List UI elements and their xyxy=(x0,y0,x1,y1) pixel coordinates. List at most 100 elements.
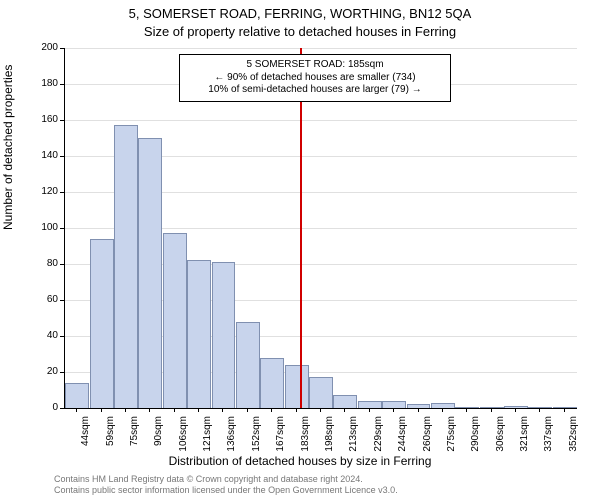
x-tick-label: 213sqm xyxy=(348,416,359,466)
histogram-bar xyxy=(138,138,162,408)
x-tick-label: 306sqm xyxy=(495,416,506,466)
histogram-bar xyxy=(114,125,138,408)
y-tick-label: 20 xyxy=(34,366,58,377)
x-tick xyxy=(491,408,492,412)
annotation-line: 10% of semi-detached houses are larger (… xyxy=(186,84,444,97)
x-tick-label: 90sqm xyxy=(153,416,164,466)
annotation-line: ← 90% of detached houses are smaller (73… xyxy=(186,72,444,85)
histogram-bar xyxy=(504,406,528,408)
y-tick xyxy=(60,48,64,49)
histogram-bar xyxy=(528,407,552,408)
x-tick xyxy=(393,408,394,412)
y-tick-label: 60 xyxy=(34,294,58,305)
annotation-box: 5 SOMERSET ROAD: 185sqm ← 90% of detache… xyxy=(179,54,451,102)
attribution-line: Contains HM Land Registry data © Crown c… xyxy=(54,474,590,485)
x-tick-label: 59sqm xyxy=(105,416,116,466)
attribution-line: Contains public sector information licen… xyxy=(54,485,590,496)
x-tick-label: 198sqm xyxy=(324,416,335,466)
histogram-bar xyxy=(358,401,382,408)
histogram-bar xyxy=(431,403,455,408)
histogram-bar xyxy=(65,383,89,408)
y-tick-label: 100 xyxy=(34,222,58,233)
x-tick-label: 44sqm xyxy=(80,416,91,466)
x-tick-label: 106sqm xyxy=(178,416,189,466)
annotation-line: 5 SOMERSET ROAD: 185sqm xyxy=(186,59,444,72)
x-tick-label: 244sqm xyxy=(397,416,408,466)
x-tick xyxy=(564,408,565,412)
x-tick xyxy=(222,408,223,412)
histogram-bar xyxy=(236,322,260,408)
x-tick xyxy=(418,408,419,412)
x-tick-label: 167sqm xyxy=(275,416,286,466)
histogram-bar xyxy=(260,358,284,408)
x-tick-label: 337sqm xyxy=(543,416,554,466)
y-tick xyxy=(60,264,64,265)
histogram-bar xyxy=(163,233,187,408)
x-tick xyxy=(76,408,77,412)
y-tick-label: 140 xyxy=(34,150,58,161)
x-tick xyxy=(442,408,443,412)
y-tick xyxy=(60,120,64,121)
histogram-bar xyxy=(309,377,333,408)
x-tick xyxy=(466,408,467,412)
x-tick-label: 152sqm xyxy=(251,416,262,466)
x-tick xyxy=(174,408,175,412)
x-tick-label: 229sqm xyxy=(373,416,384,466)
histogram-bar xyxy=(212,262,236,408)
x-tick xyxy=(198,408,199,412)
y-tick xyxy=(60,228,64,229)
x-tick xyxy=(515,408,516,412)
x-tick xyxy=(320,408,321,412)
y-tick-label: 40 xyxy=(34,330,58,341)
x-tick-label: 321sqm xyxy=(519,416,530,466)
histogram-bar xyxy=(285,365,309,408)
x-tick xyxy=(101,408,102,412)
chart-title: 5, SOMERSET ROAD, FERRING, WORTHING, BN1… xyxy=(0,6,600,21)
histogram-bar xyxy=(382,401,406,408)
y-tick xyxy=(60,156,64,157)
y-tick-label: 160 xyxy=(34,114,58,125)
chart-container: 5, SOMERSET ROAD, FERRING, WORTHING, BN1… xyxy=(0,0,600,500)
x-tick xyxy=(247,408,248,412)
histogram-bar xyxy=(553,407,577,408)
histogram-bar xyxy=(333,395,357,408)
chart-subtitle: Size of property relative to detached ho… xyxy=(0,24,600,39)
y-tick xyxy=(60,192,64,193)
x-tick-label: 352sqm xyxy=(568,416,579,466)
x-tick xyxy=(271,408,272,412)
y-tick-label: 120 xyxy=(34,186,58,197)
x-tick xyxy=(296,408,297,412)
x-tick-label: 260sqm xyxy=(422,416,433,466)
histogram-bar xyxy=(407,404,431,408)
x-tick-label: 290sqm xyxy=(470,416,481,466)
x-tick-label: 275sqm xyxy=(446,416,457,466)
x-tick xyxy=(539,408,540,412)
x-tick-label: 136sqm xyxy=(226,416,237,466)
y-tick-label: 0 xyxy=(34,402,58,413)
histogram-bar xyxy=(480,407,504,408)
y-tick xyxy=(60,84,64,85)
histogram-bar xyxy=(90,239,114,408)
x-tick xyxy=(149,408,150,412)
x-tick xyxy=(125,408,126,412)
y-tick xyxy=(60,336,64,337)
plot-area: 5 SOMERSET ROAD: 185sqm ← 90% of detache… xyxy=(64,48,577,409)
x-tick-label: 121sqm xyxy=(202,416,213,466)
y-tick-label: 80 xyxy=(34,258,58,269)
histogram-bar xyxy=(187,260,211,408)
histogram-bar xyxy=(455,407,479,408)
gridline xyxy=(65,48,577,49)
y-tick xyxy=(60,372,64,373)
attribution-text: Contains HM Land Registry data © Crown c… xyxy=(54,474,590,496)
x-tick xyxy=(369,408,370,412)
x-tick-label: 183sqm xyxy=(300,416,311,466)
y-tick xyxy=(60,300,64,301)
gridline xyxy=(65,120,577,121)
x-tick xyxy=(344,408,345,412)
reference-line xyxy=(300,48,302,408)
y-tick xyxy=(60,408,64,409)
y-tick-label: 200 xyxy=(34,42,58,53)
y-axis-label: Number of detached properties xyxy=(1,65,15,230)
x-tick-label: 75sqm xyxy=(129,416,140,466)
y-tick-label: 180 xyxy=(34,78,58,89)
